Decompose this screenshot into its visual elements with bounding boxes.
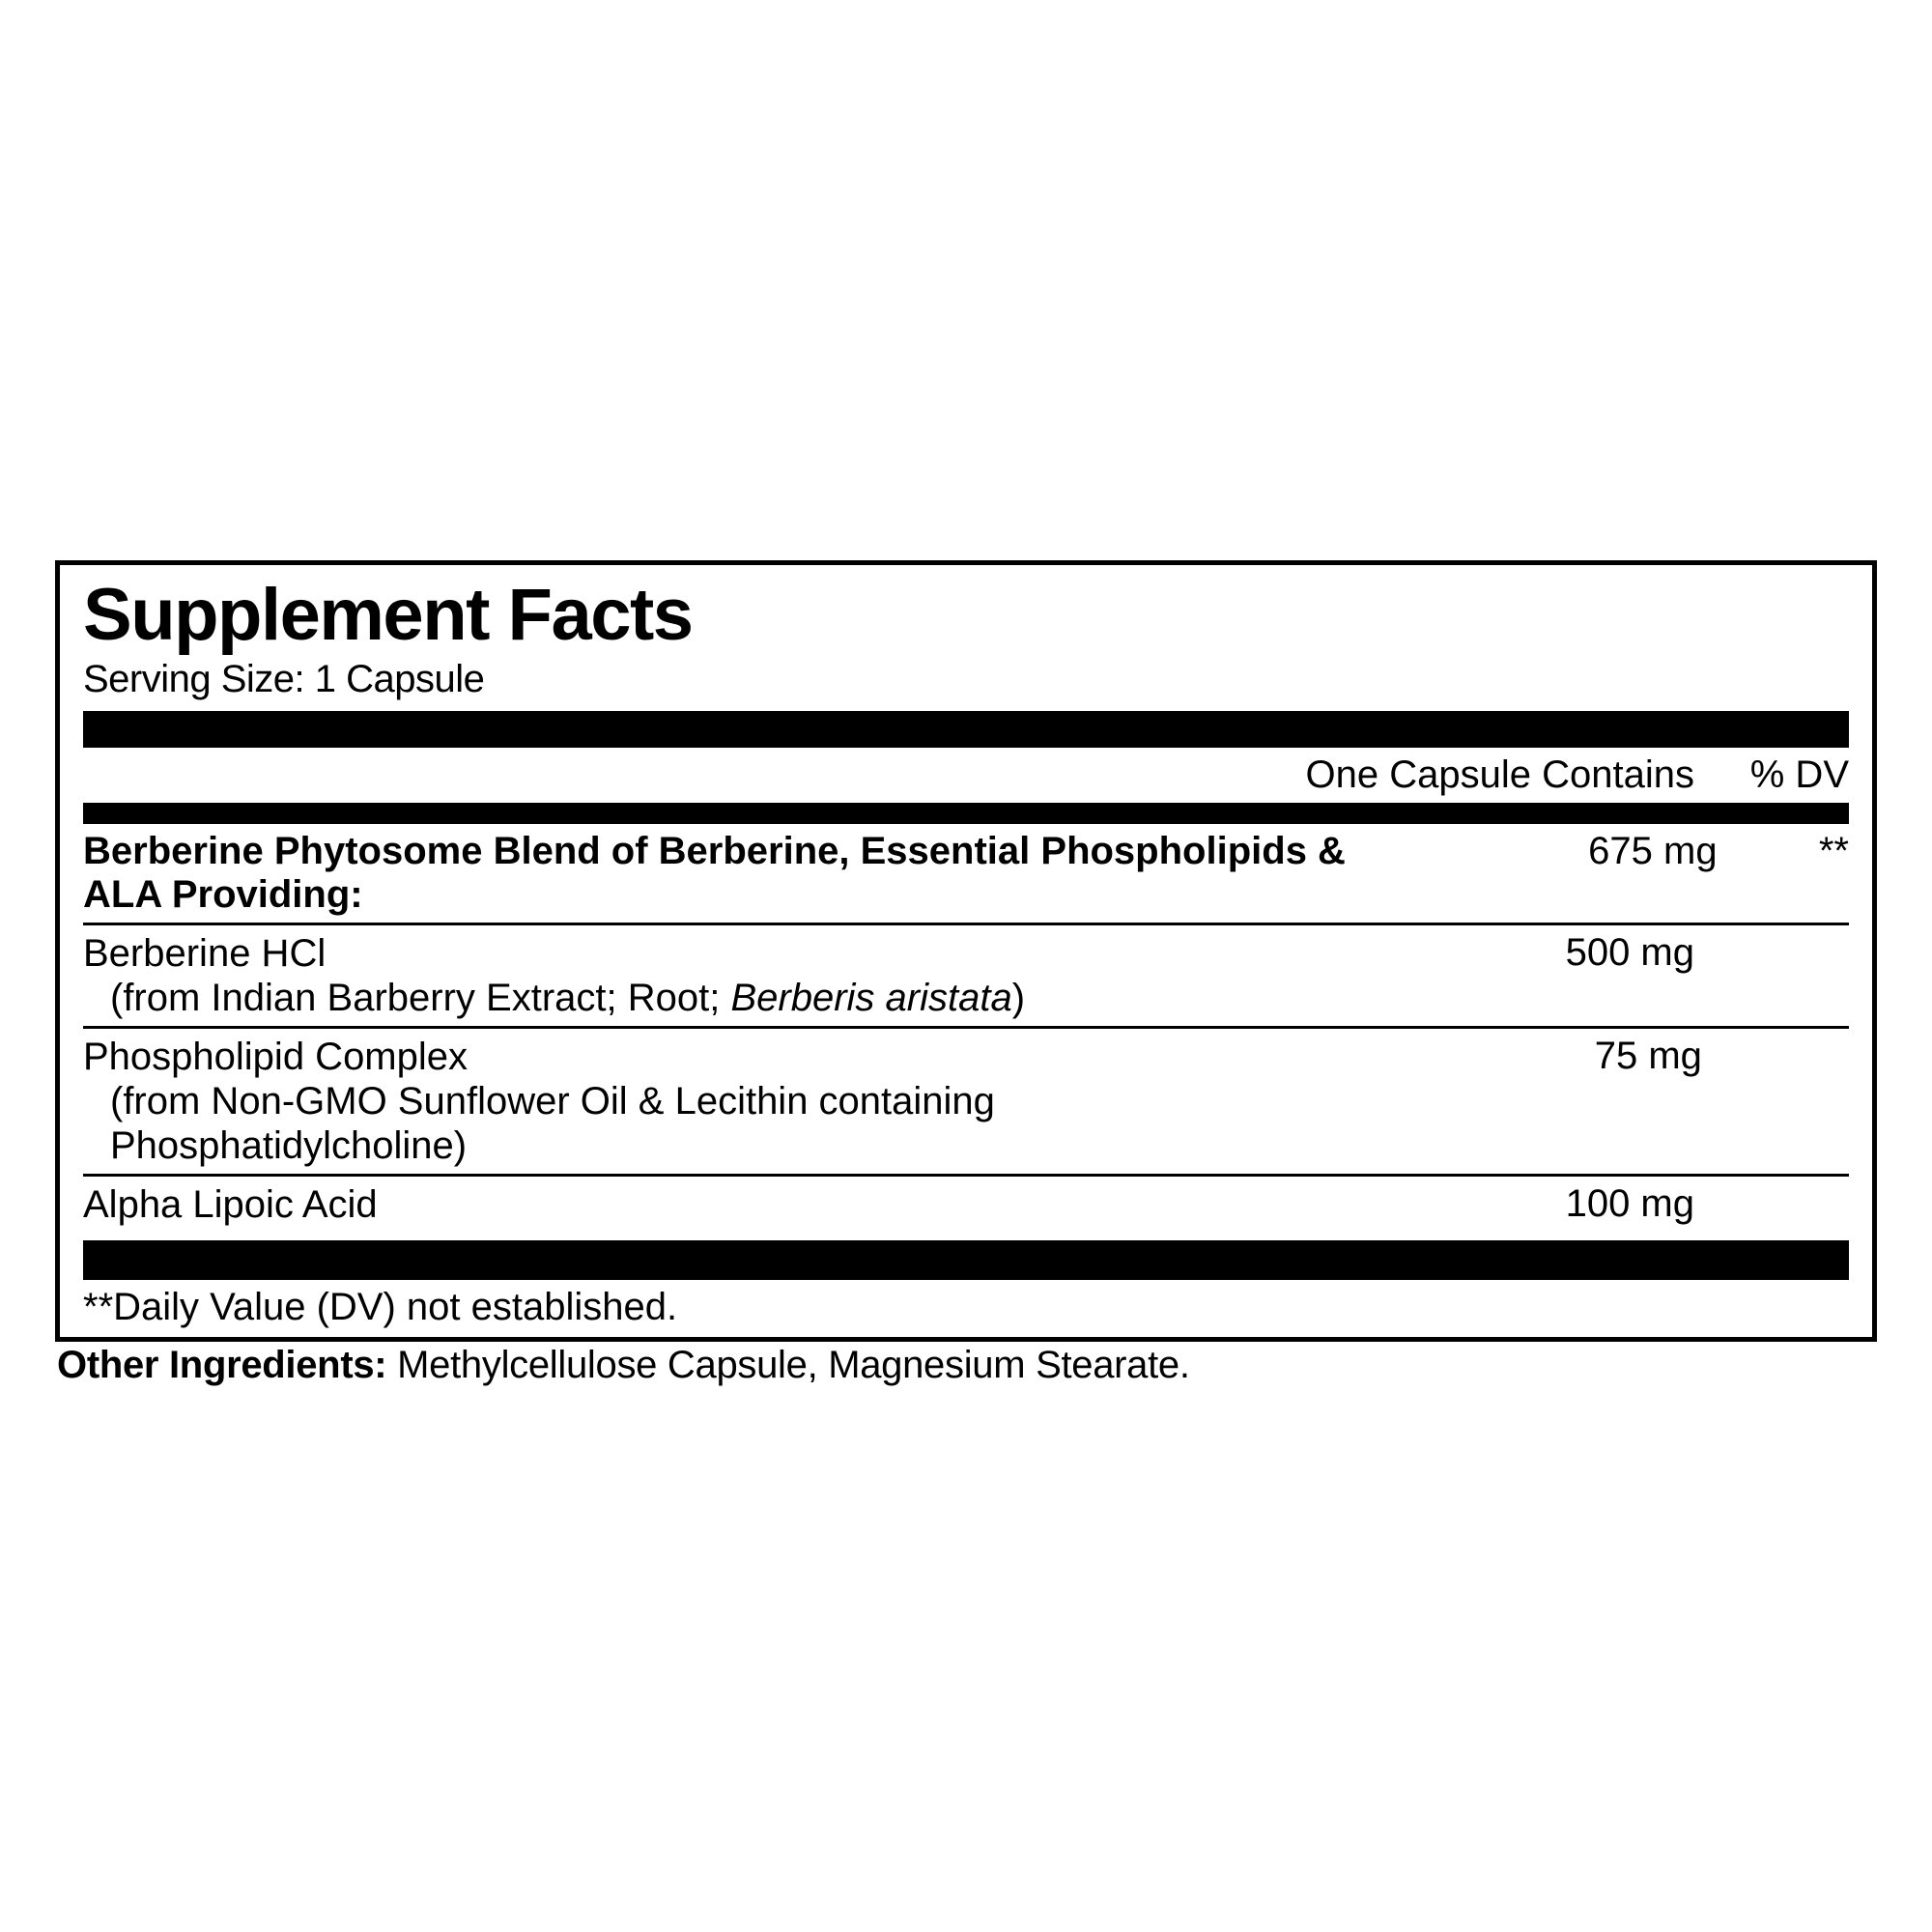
ingredient-row: Berberine Phytosome Blend of Berberine, … xyxy=(83,824,1849,925)
ingredient-source-italic: Berberis aristata xyxy=(730,977,1011,1019)
column-header-row: One Capsule Contains % DV xyxy=(83,750,1849,803)
divider-thick-1 xyxy=(83,711,1849,748)
ingredient-row: Berberine HCl (from Indian Barberry Extr… xyxy=(83,925,1849,1029)
ingredient-source-post: ) xyxy=(1012,977,1025,1019)
ingredient-dv: ** xyxy=(1747,830,1849,873)
column-header-amount: One Capsule Contains xyxy=(1250,753,1723,797)
serving-size: Serving Size: 1 Capsule xyxy=(83,658,1849,701)
serving-size-value: 1 Capsule xyxy=(315,658,485,700)
divider-med-1 xyxy=(83,803,1849,824)
dv-footnote: **Daily Value (DV) not established. xyxy=(83,1282,1849,1337)
ingredient-name-cell: Phospholipid Complex (from Non-GMO Sunfl… xyxy=(83,1035,1285,1168)
ingredient-row: Alpha Lipoic Acid 100 mg xyxy=(83,1177,1849,1243)
panel-title: Supplement Facts xyxy=(83,577,1849,654)
ingredient-amount: 500 mg xyxy=(1250,931,1723,975)
facts-outer-box: Supplement Facts Serving Size: 1 Capsule… xyxy=(55,560,1877,1342)
ingredient-amount: 675 mg xyxy=(1353,830,1747,873)
ingredient-name-cell: Alpha Lipoic Acid xyxy=(83,1182,1250,1227)
column-header-dv: % DV xyxy=(1723,753,1849,797)
ingredient-source: (from Indian Barberry Extract; Root; Ber… xyxy=(83,976,1250,1020)
other-ingredients-label: Other Ingredients: xyxy=(57,1344,386,1386)
other-ingredients: Other Ingredients: Methylcellulose Capsu… xyxy=(55,1344,1877,1387)
ingredient-amount: 100 mg xyxy=(1250,1182,1723,1226)
ingredient-amount: 75 mg xyxy=(1285,1035,1731,1078)
divider-thick-2 xyxy=(83,1243,1849,1280)
ingredient-source: (from Non-GMO Sunflower Oil & Lecithin c… xyxy=(83,1079,1285,1168)
ingredient-name: Alpha Lipoic Acid xyxy=(83,1183,378,1226)
ingredient-row: Phospholipid Complex (from Non-GMO Sunfl… xyxy=(83,1029,1849,1177)
supplement-facts-panel: Supplement Facts Serving Size: 1 Capsule… xyxy=(55,560,1877,1387)
column-header-name xyxy=(83,753,1250,797)
ingredient-name: Berberine HCl xyxy=(83,932,326,975)
ingredient-name-cell: Berberine HCl (from Indian Barberry Extr… xyxy=(83,931,1250,1020)
serving-size-label: Serving Size: xyxy=(83,658,304,700)
ingredient-name: Berberine Phytosome Blend of Berberine, … xyxy=(83,830,1346,916)
ingredient-name: Phospholipid Complex xyxy=(83,1036,468,1078)
ingredient-name-cell: Berberine Phytosome Blend of Berberine, … xyxy=(83,830,1353,917)
other-ingredients-value: Methylcellulose Capsule, Magnesium Stear… xyxy=(397,1344,1190,1386)
ingredient-source-pre: (from Indian Barberry Extract; Root; xyxy=(110,977,730,1019)
